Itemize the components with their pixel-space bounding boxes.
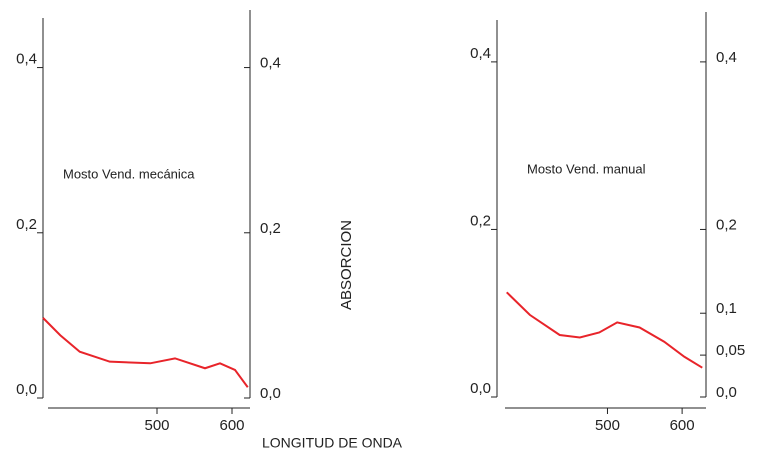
y-tick-label: 0,2	[16, 216, 37, 233]
y2-tick-label: 0,2	[260, 220, 281, 237]
annotation: Mosto Vend. mecánica	[63, 166, 195, 181]
x-tick-label: 600	[670, 417, 695, 434]
y-tick-label: 0,2	[470, 212, 491, 229]
y2-tick-label: 0,4	[260, 55, 281, 72]
annotation: Mosto Vend. manual	[527, 161, 646, 176]
x-tick-label: 600	[219, 417, 244, 434]
y2-tick-label: 0,05	[716, 342, 745, 359]
y2-tick-label: 0,1	[716, 300, 737, 317]
y-axis-label: ABSORCION	[338, 220, 355, 310]
x-tick-label: 500	[595, 417, 620, 434]
y2-tick-label: 0,4	[716, 49, 737, 66]
y-tick-label: 0,4	[470, 45, 491, 62]
y-tick-label: 0,4	[16, 51, 37, 68]
x-tick-label: 500	[144, 417, 169, 434]
y2-tick-label: 0,0	[260, 385, 281, 402]
y2-tick-label: 0,0	[716, 384, 737, 401]
y-tick-label: 0,0	[16, 381, 37, 398]
data-line	[42, 317, 249, 388]
data-line	[506, 291, 703, 369]
x-axis-label: LONGITUD DE ONDA	[262, 435, 403, 451]
y2-tick-label: 0,2	[716, 216, 737, 233]
y-tick-label: 0,0	[470, 380, 491, 397]
